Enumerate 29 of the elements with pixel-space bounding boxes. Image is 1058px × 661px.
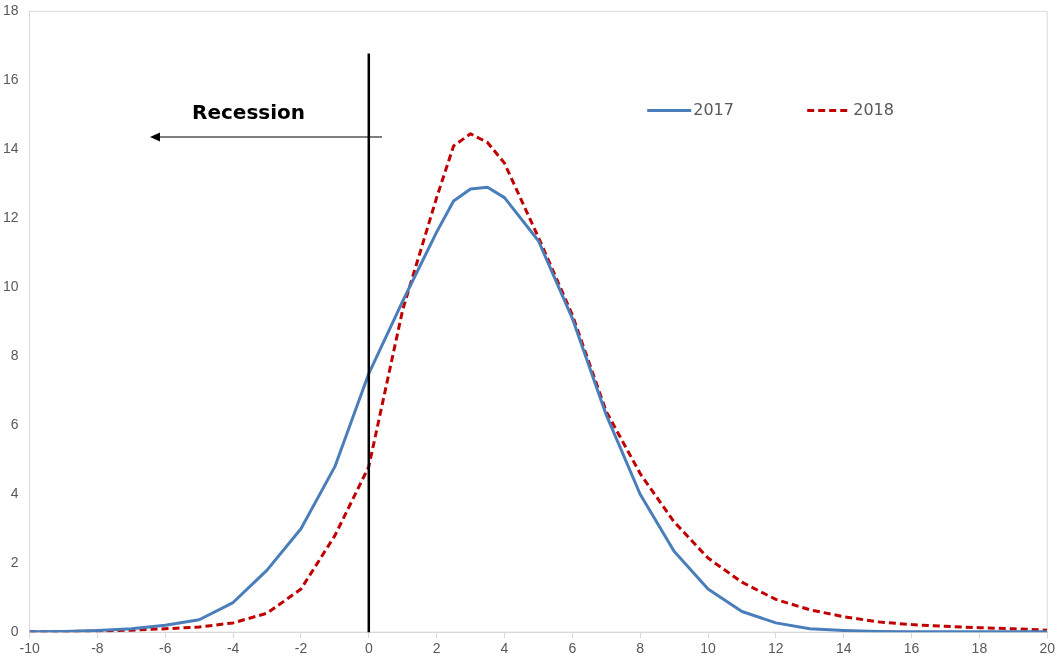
x-tick-label: -10 [19, 640, 40, 657]
y-tick-label: 6 [10, 416, 19, 433]
x-tick-label: 18 [971, 640, 988, 657]
legend-label: 2018 [853, 99, 894, 119]
x-tick-label: 8 [636, 640, 645, 657]
y-tick-label: 12 [2, 209, 19, 226]
annotation: Recession [192, 100, 306, 124]
y-tick-label: 10 [2, 278, 19, 295]
x-tick-label: -4 [226, 640, 240, 657]
x-tick-label: 2 [432, 640, 441, 657]
x-tick-label: -2 [294, 640, 308, 657]
x-tick-label: 14 [835, 640, 852, 657]
x-tick-label: -8 [91, 640, 104, 657]
x-tick-label: 10 [700, 640, 716, 657]
x-tick-label: -6 [159, 640, 172, 657]
y-tick-label: 0 [10, 623, 19, 640]
x-tick-label: 4 [500, 640, 509, 657]
x-tick-label: 12 [768, 640, 784, 657]
legend-label: 2017 [693, 99, 734, 119]
y-tick-label: 18 [2, 2, 19, 19]
x-tick-label: 0 [364, 640, 373, 657]
x-tick-label: 6 [568, 640, 577, 657]
y-tick-label: 4 [10, 485, 19, 502]
y-tick-label: 16 [2, 71, 19, 88]
x-tick-label: 16 [903, 640, 920, 657]
y-tick-label: 14 [2, 140, 19, 157]
y-tick-label: 2 [10, 554, 19, 571]
y-tick-label: 8 [10, 347, 19, 364]
x-tick-label: 20 [1039, 640, 1056, 657]
